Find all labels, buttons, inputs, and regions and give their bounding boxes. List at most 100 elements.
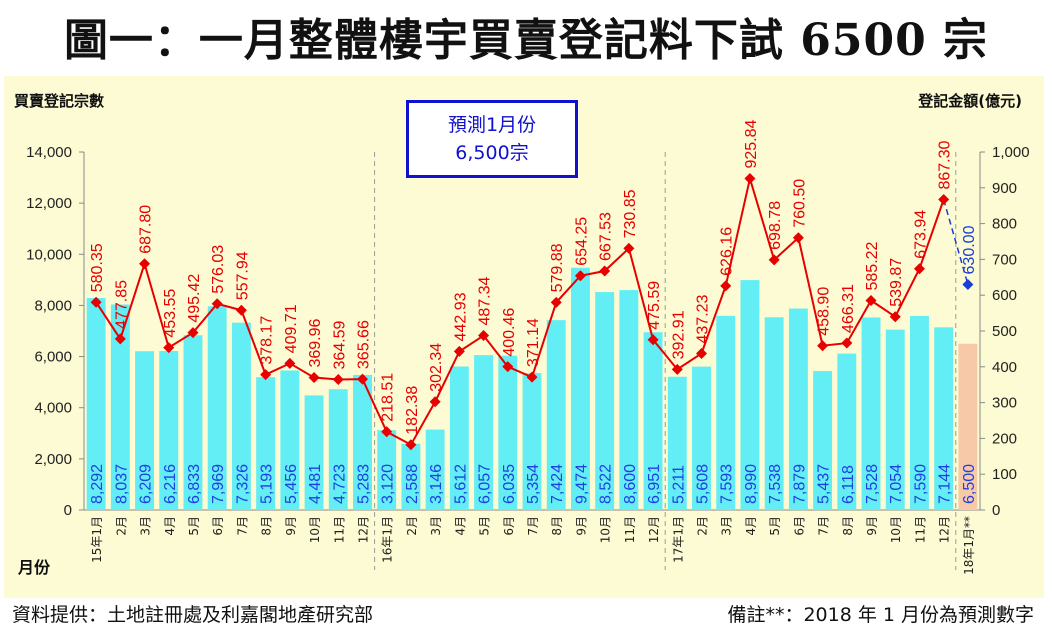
bar-21 <box>595 292 615 510</box>
bar-value-label-3: 6,216 <box>162 464 179 504</box>
bar-value-label-20: 9,474 <box>573 464 590 504</box>
amount-marker-31 <box>841 337 853 349</box>
x-category-label-21: 10月 <box>599 516 613 543</box>
x-category-label-12: 16年1月 <box>381 516 395 563</box>
y2-tick-label-7: 700 <box>992 251 1017 268</box>
x-category-label-22: 11月 <box>623 516 637 543</box>
bar-26 <box>716 315 736 510</box>
bar-22 <box>619 290 639 510</box>
bar-4 <box>183 335 203 510</box>
x-category-label-7: 8月 <box>260 516 274 536</box>
y-tick-label-5: 10,000 <box>26 246 72 263</box>
bar-value-label-19: 7,424 <box>549 464 566 504</box>
amount-marker-27 <box>744 173 756 185</box>
amount-marker-0 <box>90 296 102 308</box>
x-category-label-4: 5月 <box>187 516 201 536</box>
bar-value-label-26: 7,593 <box>719 464 736 504</box>
amount-label-31: 466.31 <box>840 284 857 333</box>
amount-label-32: 585.22 <box>864 241 881 290</box>
x-category-label-6: 7月 <box>235 516 249 536</box>
bar-24 <box>667 376 687 510</box>
bar-value-label-23: 6,951 <box>646 464 663 504</box>
x-category-label-27: 4月 <box>744 516 758 536</box>
x-category-label-30: 7月 <box>817 516 831 536</box>
bar-value-label-11: 5,283 <box>355 464 372 504</box>
amount-marker-32 <box>865 294 877 306</box>
bar-value-label-2: 6,209 <box>138 464 155 504</box>
forecast-dashed-line <box>942 199 969 285</box>
amount-label-9: 369.96 <box>307 319 324 368</box>
amount-label-6: 557.94 <box>234 251 251 300</box>
amount-label-8: 409.71 <box>283 304 300 353</box>
bar-value-label-10: 4,723 <box>331 464 348 504</box>
bar-value-label-14: 3,146 <box>428 464 445 504</box>
x-category-label-25: 2月 <box>696 516 710 536</box>
amount-marker-3 <box>163 342 175 354</box>
bar-value-label-35: 7,144 <box>937 464 954 504</box>
amount-marker-13 <box>405 439 417 451</box>
amount-marker-1 <box>114 333 126 345</box>
x-category-label-13: 2月 <box>405 516 419 536</box>
amount-marker-19 <box>550 296 562 308</box>
bar-5 <box>207 306 227 510</box>
bar-value-label-24: 5,211 <box>670 465 687 504</box>
bar-value-label-16: 6,057 <box>477 464 494 504</box>
x-category-label-19: 8月 <box>550 516 564 536</box>
x-category-label-11: 12月 <box>356 516 370 543</box>
x-category-label-15: 4月 <box>453 516 467 536</box>
y-axis-title: 買賣登記宗數 <box>14 92 105 110</box>
y2-tick-label-0: 0 <box>992 502 1000 519</box>
amount-label-7: 378.17 <box>259 316 276 365</box>
x-category-label-16: 5月 <box>478 516 492 536</box>
x-category-label-34: 11月 <box>913 516 927 543</box>
amount-label-17: 400.46 <box>501 308 518 357</box>
chart-panel: 0 2,000 4,000 6,000 8,000 10,000 12,000 14,000 0… <box>4 76 1044 598</box>
amount-label-15: 442.93 <box>452 292 469 341</box>
x-category-label-29: 6月 <box>792 516 806 536</box>
x-category-label-1: 2月 <box>114 516 128 536</box>
amount-label-11: 365.66 <box>355 320 372 369</box>
amount-marker-34 <box>913 263 925 275</box>
bar-34 <box>910 315 929 510</box>
source-note: 資料提供：土地註冊處及利嘉閣地產研究部 <box>12 604 374 626</box>
bar-18 <box>522 373 542 510</box>
x-category-label-0: 15年1月 <box>90 516 104 563</box>
amount-marker-14 <box>429 396 441 408</box>
x-category-label-9: 10月 <box>308 516 322 543</box>
y2-tick-label-9: 900 <box>992 180 1017 197</box>
bar-29 <box>788 308 808 510</box>
bar-31 <box>837 353 857 510</box>
x-category-label-28: 5月 <box>768 516 782 536</box>
amount-marker-4 <box>187 327 199 339</box>
amount-label-10: 364.59 <box>331 320 348 369</box>
forecast-note: 備註**：2018 年 1 月份為預測數字 <box>727 604 1034 626</box>
x-category-label-14: 3月 <box>429 516 443 536</box>
amount-marker-15 <box>453 345 465 357</box>
amount-label-3: 453.55 <box>162 289 179 338</box>
amount-label-26: 626.16 <box>719 227 736 276</box>
bar-1 <box>110 304 130 510</box>
bar-11 <box>353 374 372 510</box>
bar-value-label-33: 7,054 <box>888 464 905 504</box>
bar-7 <box>256 377 276 510</box>
chart-title: 圖一：一月整體樓宇買賣登記料下試 6500 宗 <box>63 15 989 66</box>
bar-value-label-12: 3,120 <box>380 464 397 504</box>
bar-9 <box>304 395 324 510</box>
bar-19 <box>546 320 566 510</box>
y-tick-label-0: 0 <box>64 502 72 519</box>
y2-tick-label-6: 600 <box>992 287 1017 304</box>
bar-32 <box>861 317 881 510</box>
bar-10 <box>328 389 348 510</box>
amount-label-29: 760.50 <box>791 179 808 228</box>
amount-marker-16 <box>478 330 490 342</box>
bar-23 <box>643 332 663 510</box>
prediction-line-2: 6,500宗 <box>455 142 529 164</box>
y-tick-label-4: 8,000 <box>34 297 72 314</box>
bar-value-label-30: 5,437 <box>816 464 833 504</box>
amount-marker-18 <box>526 371 538 383</box>
amount-label-20: 654.25 <box>573 217 590 266</box>
bar-value-label-0: 8,292 <box>89 464 106 504</box>
combo-chart: 0 2,000 4,000 6,000 8,000 10,000 12,000 14,000 0… <box>26 120 1029 575</box>
amount-marker-6 <box>235 304 247 316</box>
y2-tick-label-1: 100 <box>992 466 1017 483</box>
